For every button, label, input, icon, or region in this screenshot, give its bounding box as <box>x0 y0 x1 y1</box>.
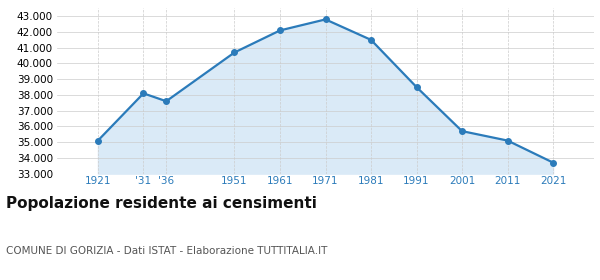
Point <box>503 138 512 143</box>
Point <box>412 85 421 89</box>
Point <box>457 129 467 133</box>
Point <box>161 99 171 104</box>
Point <box>548 160 558 165</box>
Point <box>93 138 103 143</box>
Text: COMUNE DI GORIZIA - Dati ISTAT - Elaborazione TUTTITALIA.IT: COMUNE DI GORIZIA - Dati ISTAT - Elabora… <box>6 246 328 256</box>
Point <box>275 28 285 33</box>
Point <box>320 17 330 22</box>
Point <box>230 50 239 55</box>
Point <box>139 91 148 95</box>
Text: Popolazione residente ai censimenti: Popolazione residente ai censimenti <box>6 196 317 211</box>
Point <box>366 38 376 42</box>
